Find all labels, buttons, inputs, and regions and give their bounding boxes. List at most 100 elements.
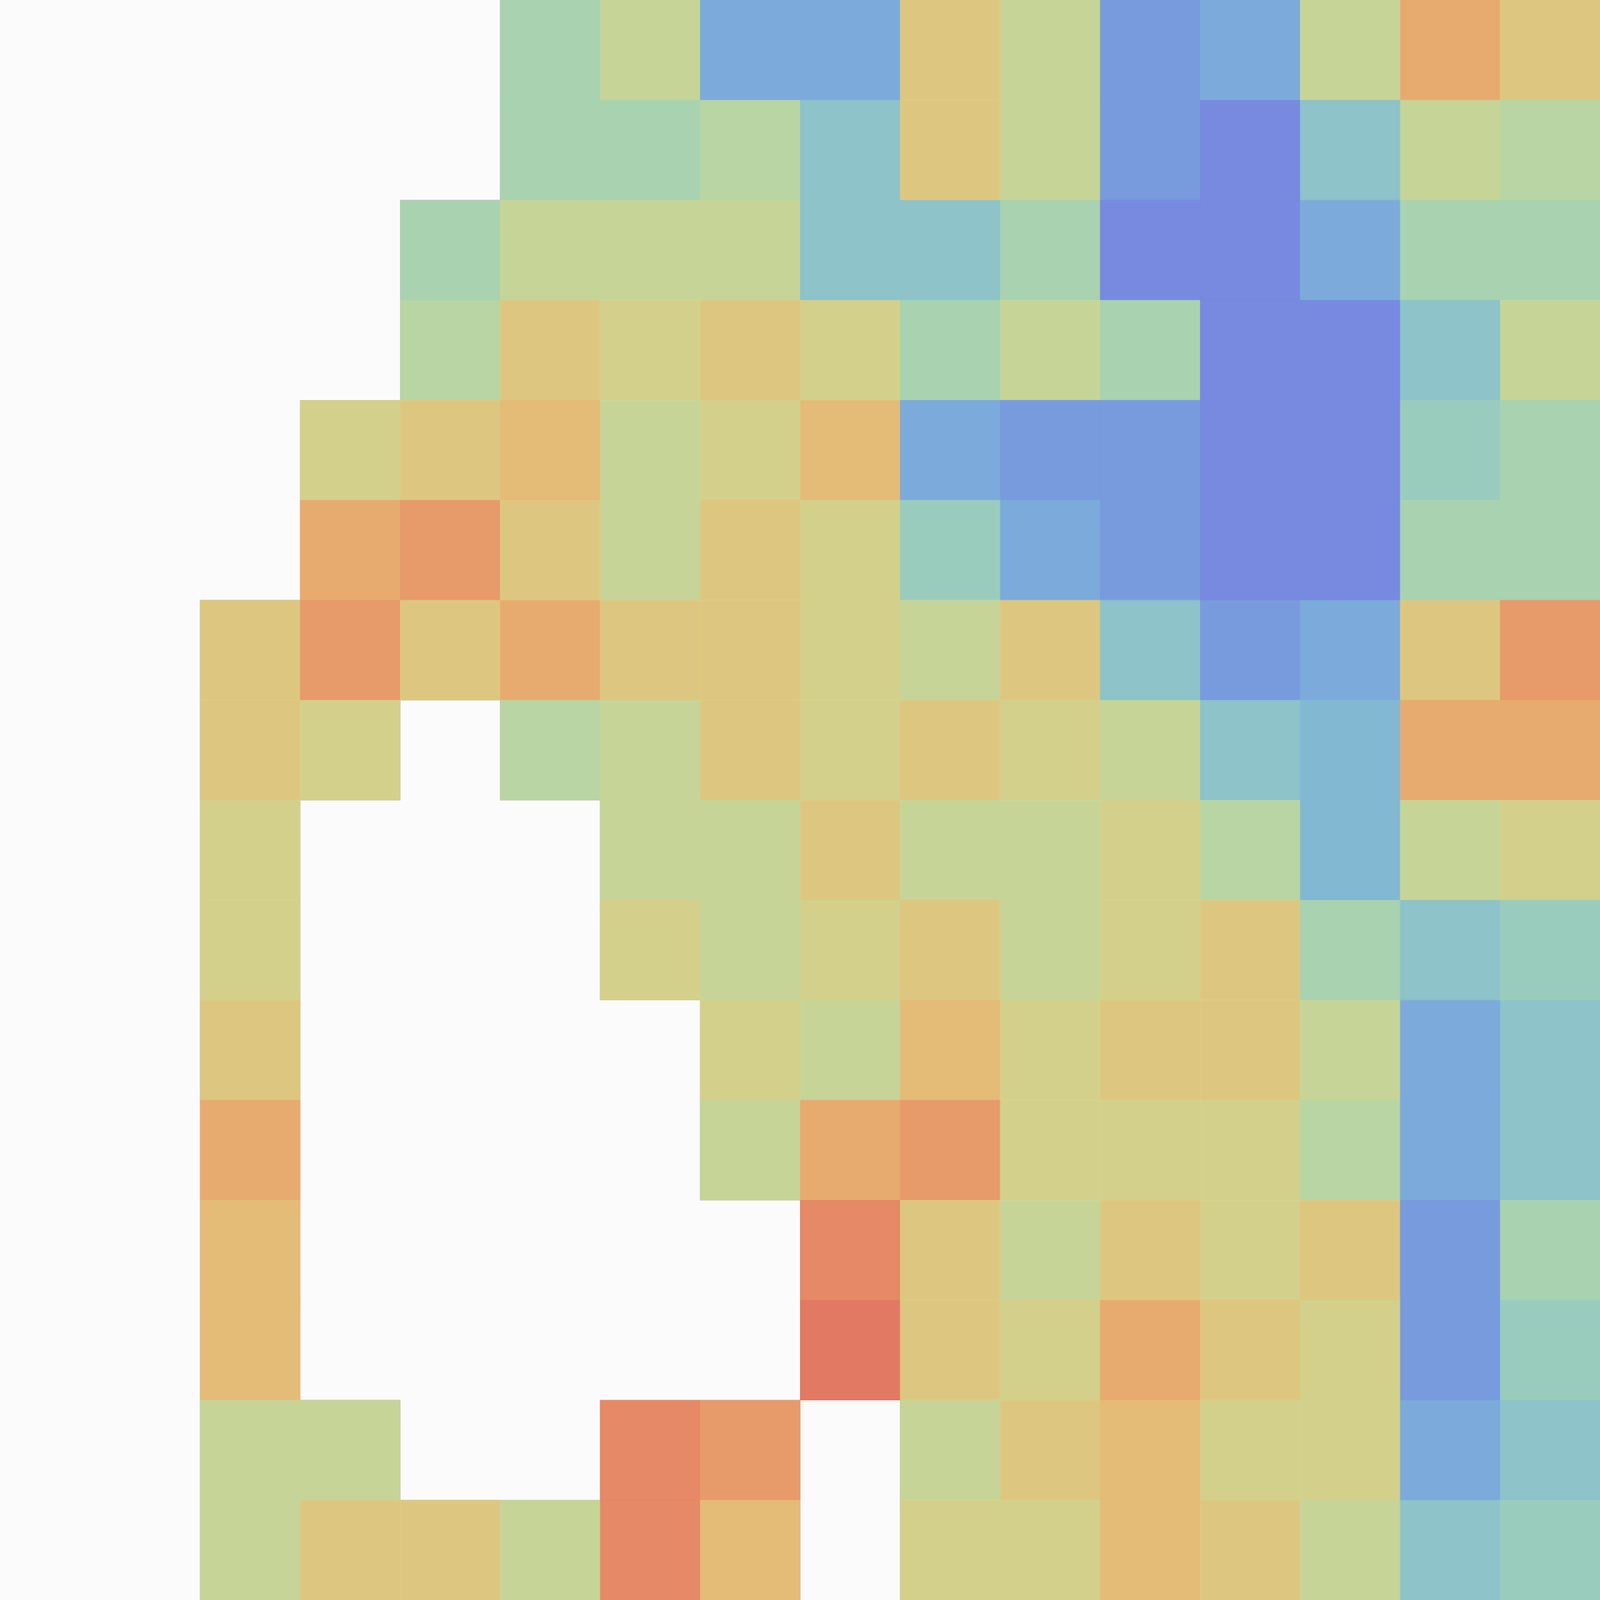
tissue	[1100, 200, 1201, 301]
heatmap-cell	[1200, 800, 1301, 901]
tissue	[800, 1200, 901, 1301]
tissue	[1000, 1500, 1101, 1600]
heatmap-cell	[600, 400, 701, 501]
tissue	[1400, 99, 1501, 201]
heatmap-cell	[1200, 499, 1301, 601]
heatmap-cell	[1400, 99, 1501, 201]
tissue	[899, 499, 1001, 601]
tissue	[600, 200, 701, 301]
tissue	[1500, 700, 1600, 801]
tissue	[899, 0, 1001, 101]
tissue	[1100, 600, 1201, 701]
heatmap-cell	[499, 0, 601, 101]
tissue	[899, 1400, 1001, 1501]
heatmap-cell	[800, 400, 901, 501]
heatmap-cell	[1400, 899, 1501, 1001]
heatmap-cell	[1000, 499, 1101, 601]
tissue	[200, 1100, 301, 1201]
heatmap-cell	[899, 499, 1001, 601]
heatmap-cell	[700, 1100, 801, 1201]
tissue	[1000, 1100, 1101, 1201]
heatmap-cell	[1500, 899, 1600, 1001]
tissue	[1100, 1500, 1201, 1600]
tissue	[899, 600, 1001, 701]
tissue	[1200, 700, 1301, 801]
tissue	[800, 1000, 901, 1101]
tissue	[1100, 1000, 1201, 1101]
tissue	[899, 99, 1001, 201]
heatmap-cell	[800, 1000, 901, 1101]
tissue	[1500, 1000, 1600, 1101]
tissue	[700, 400, 801, 501]
heatmap-cell	[1500, 1299, 1600, 1401]
tissue	[1000, 99, 1101, 201]
tissue	[300, 400, 401, 501]
heatmap-cell	[600, 1400, 701, 1501]
heatmap-cell	[899, 899, 1001, 1001]
heatmap-cell	[1299, 400, 1401, 501]
heatmap-cell	[499, 400, 601, 501]
tissue	[1000, 899, 1101, 1001]
tissue	[700, 800, 801, 901]
tissue	[1100, 0, 1201, 101]
tissue	[1000, 600, 1101, 701]
tissue	[1400, 200, 1501, 301]
heatmap-cell	[800, 300, 901, 401]
heatmap-cell	[899, 0, 1001, 101]
tissue	[1100, 700, 1201, 801]
tissue	[1500, 300, 1600, 401]
heatmap-cell	[800, 700, 901, 801]
tissue	[800, 200, 901, 301]
heatmap-cell	[1500, 1100, 1600, 1201]
tissue	[1299, 899, 1401, 1001]
cells	[200, 0, 1600, 1600]
heatmap-cell	[899, 1500, 1001, 1600]
heatmap-cell	[899, 1299, 1001, 1401]
heatmap-cell	[1299, 300, 1401, 401]
heatmap-cell	[400, 200, 501, 301]
tissue	[1200, 1400, 1301, 1501]
heatmap-cell	[1299, 700, 1401, 801]
heatmap-cell	[200, 1000, 301, 1101]
heatmap-cell	[1299, 1100, 1401, 1201]
tissue	[600, 1400, 701, 1501]
tissue	[1400, 700, 1501, 801]
heatmap-cell	[300, 1500, 401, 1600]
heatmap-cell	[700, 200, 801, 301]
tissue	[1200, 1100, 1301, 1201]
tissue	[1400, 1000, 1501, 1101]
heatmap-cell	[1100, 899, 1201, 1001]
tissue	[1500, 200, 1600, 301]
tissue	[1400, 400, 1501, 501]
tissue	[600, 899, 701, 1001]
tissue	[200, 1200, 301, 1301]
heatmap-cell	[200, 899, 301, 1001]
heatmap-cell	[800, 1100, 901, 1201]
heatmap-cell	[899, 300, 1001, 401]
heatmap-cell	[1000, 600, 1101, 701]
heatmap-cell	[1299, 600, 1401, 701]
tissue	[1100, 1100, 1201, 1201]
heatmap-cell	[1100, 700, 1201, 801]
heatmap-cell	[899, 1100, 1001, 1201]
tissue	[400, 1500, 501, 1600]
heatmap-cell	[1000, 99, 1101, 201]
tissue	[1299, 300, 1401, 401]
heatmap-cell	[800, 899, 901, 1001]
heatmap-cell	[1299, 0, 1401, 101]
tissue	[499, 300, 601, 401]
heatmap-cell	[1000, 1200, 1101, 1301]
heatmap-cell	[1500, 200, 1600, 301]
tissue	[1299, 200, 1401, 301]
heatmap-cell	[899, 400, 1001, 501]
tissue	[1000, 700, 1101, 801]
heatmap-cell	[300, 700, 401, 801]
heatmap-cell	[899, 700, 1001, 801]
heatmap-cell	[1200, 899, 1301, 1001]
heatmap-cell	[200, 1299, 301, 1401]
tissue	[300, 1400, 401, 1501]
tissue	[1299, 400, 1401, 501]
tissue	[899, 1200, 1001, 1301]
heatmap-cell	[1400, 200, 1501, 301]
heatmap-cell	[1000, 899, 1101, 1001]
